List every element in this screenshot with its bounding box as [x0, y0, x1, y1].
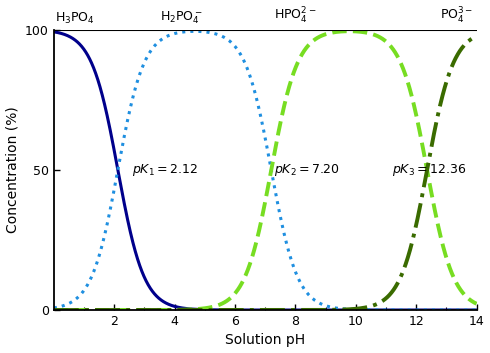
Text: $pK_3 = 12.36$: $pK_3 = 12.36$: [392, 162, 466, 178]
Text: H$_3$PO$_4$: H$_3$PO$_4$: [55, 11, 95, 25]
Y-axis label: Concentration (%): Concentration (%): [5, 107, 20, 233]
X-axis label: Solution pH: Solution pH: [225, 334, 305, 347]
Text: H$_2$PO$_4^-$: H$_2$PO$_4^-$: [160, 9, 202, 25]
Text: PO$_4^{3-}$: PO$_4^{3-}$: [441, 5, 473, 25]
Text: $pK_1 = 2.12$: $pK_1 = 2.12$: [132, 162, 198, 178]
Text: $pK_2 = 7.20$: $pK_2 = 7.20$: [274, 162, 340, 178]
Text: HPO$_4^{2-}$: HPO$_4^{2-}$: [274, 5, 317, 25]
